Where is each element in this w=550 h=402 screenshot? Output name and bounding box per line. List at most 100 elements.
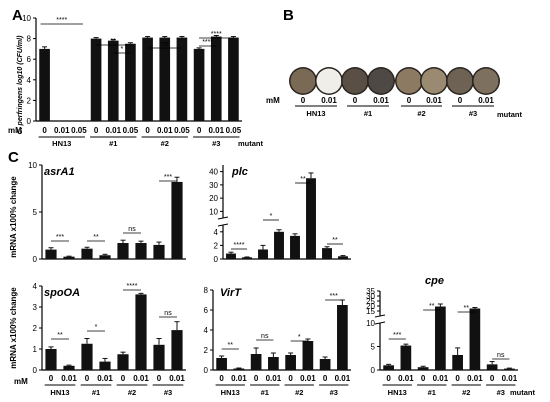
well-culture [368,68,394,94]
well-culture [342,68,368,94]
cpe-axis-break-mark [374,321,386,325]
panel-a-xtick-label: 0.01 [54,126,70,135]
panel-b-group-label: #3 [469,109,477,118]
panel-a-xtick-label: 0.05 [123,126,139,135]
cpe-sig-label: ** [464,305,470,312]
panel-a-group-label: HN13 [52,139,71,148]
VirT-ytick-label: 0 [204,366,209,375]
panel-a-group-label: #2 [161,139,169,148]
panel-b-group-label: #2 [417,109,425,118]
asrA1-sig-label: ns [128,226,136,233]
panel-a-bar [176,37,188,121]
panel-b-plate: mM mutant [266,96,523,119]
panel-b-conc-label: 0.01 [426,96,442,105]
panel-a-sig-label: * [120,46,123,53]
cpe-axis-break-gap [375,316,385,323]
cpe-xtick-label: 0.01 [502,374,518,383]
panel-a-mm-label: mM [8,126,22,135]
panel-a-bar [125,43,136,121]
cpe-title: cpe [425,275,444,287]
VirT-group-label: #3 [330,388,338,397]
well-culture [316,68,342,94]
VirT-xtick-label: 0.01 [300,374,316,383]
panel-a-sig-label: **** [202,39,213,46]
cpe-bar [469,308,481,370]
VirT-ytick-label: 4 [204,326,209,335]
panel-a-bar [142,37,153,121]
plc-bar [306,178,316,259]
asrA1-bar [99,255,111,259]
panel-a-sig-label: **** [56,17,67,24]
panel-b-conc-label: 0 [353,96,358,105]
panel-a-bar [210,36,222,121]
cpe-group-label: #2 [462,388,470,397]
asrA1-title: asrA1 [44,166,75,178]
well-culture [396,68,422,94]
panel-b-conc-label: 0.01 [373,96,389,105]
cpe-bar [383,365,394,370]
cpe-bar [486,364,498,370]
spoOA-bar [63,365,75,370]
panel-a-bar [193,48,205,121]
cpe-axis-break-mark [374,314,386,318]
spoOA-xtick-label: 0.01 [61,374,77,383]
panel-a-ytick-label: 10 [22,14,31,23]
asrA1-ytick-label: 10 [28,161,37,170]
panel-a-xtick-label: 0.05 [71,126,87,135]
asrA1-bar [135,243,147,259]
asrA1-bar [81,248,93,259]
VirT-group-label: #2 [295,388,303,397]
panel-b-conc-label: 0 [301,96,306,105]
plc-ytick-label: 40 [209,168,218,177]
VirT-xtick-label: 0 [288,374,293,383]
asrA1-bar [63,256,75,259]
well-culture [421,68,447,94]
cpe-xtick-label: 0 [421,374,426,383]
panel-a-sig-label: **** [211,31,222,38]
VirT-sig-label: *** [330,293,338,300]
well-culture [290,68,316,94]
panel-c-mutant-label: mutant [510,388,536,397]
spoOA-ytick-label: 3 [33,303,38,312]
plc-sig-label: ** [332,237,338,244]
cpe-xtick-label: 0 [455,374,460,383]
spoOA-bar [171,330,183,370]
VirT-xtick-label: 0.01 [335,374,351,383]
panel-b-group-label: #1 [364,109,372,118]
cpe-ytick-label: 20 [366,302,375,311]
VirT-ytick-label: 6 [204,306,209,315]
plc-sig-label: **** [234,242,245,249]
VirT-bar [216,358,227,370]
VirT-xtick-label: 0 [219,374,224,383]
spoOA-ytick-label: 4 [33,282,38,291]
spoOA-xtick-label: 0.01 [169,374,185,383]
spoOA-xtick-label: 0 [49,374,54,383]
plc-ytick-label: 10 [209,207,218,216]
panel-a-bar [90,38,102,121]
panel-b-letter: B [283,7,294,24]
VirT-xtick-label: 0 [254,374,259,383]
cpe-group-label: HN13 [388,388,407,397]
panel-c-mm-label: mM [14,377,28,386]
VirT-ytick-label: 2 [204,346,209,355]
asrA1-bar [171,181,183,259]
cpe-ytick-label: 5 [371,343,376,352]
spoOA-ytick-label: 2 [33,324,38,333]
panel-a-xtick-label: 0 [145,126,150,135]
spoOA-bar [117,354,129,370]
cpe-sig-label: ns [497,352,505,359]
plc-ytick-label: 0 [214,255,219,264]
panel-a-xtick-label: 0.01 [157,126,173,135]
panel-b-mutant-label: mutant [497,110,523,119]
panel-a-xtick-label: 0.05 [174,126,190,135]
panel-a-xtick-label: 0.01 [105,126,121,135]
plc-title: plc [231,166,248,178]
spoOA-xtick-label: 0 [85,374,90,383]
asrA1-ytick-label: 0 [33,255,38,264]
panel-a-group-label: #1 [109,139,117,148]
spoOA-xtick-label: 0 [121,374,126,383]
plc-ytick-label: 2 [214,241,219,250]
cpe-bar [504,368,515,370]
panel-b-mm-label: mM [266,96,280,105]
panel-a-letter: A [12,7,23,24]
